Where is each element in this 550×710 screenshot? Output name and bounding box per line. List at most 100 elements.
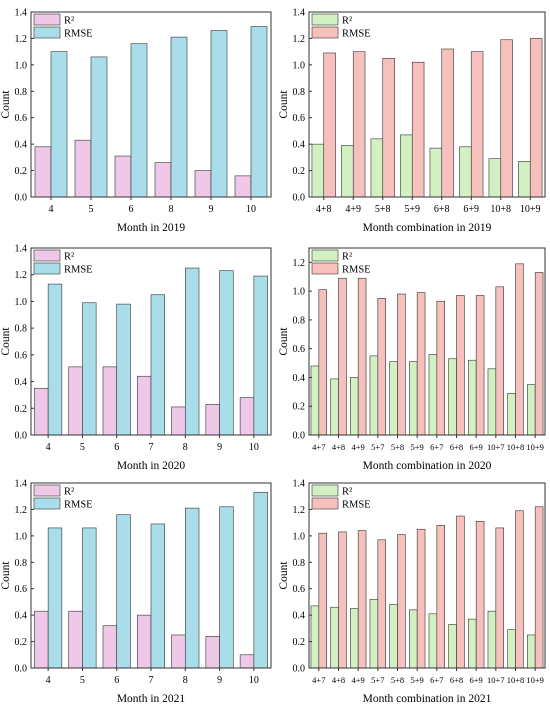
x-axis-title: Month combination in 2021 [363, 693, 492, 705]
x-tick-label: 10+8 [490, 204, 511, 215]
x-axis-title: Month in 2021 [117, 693, 186, 705]
x-tick-label: 10 [246, 204, 256, 215]
x-tick-label: 10+8 [507, 442, 525, 452]
x-tick-label: 6+9 [470, 675, 483, 685]
bar-r2-4 [369, 598, 379, 669]
bar-r2-2 [341, 145, 354, 198]
bar-rmse-3 [116, 514, 131, 669]
y-tick-label: 0.0 [15, 193, 28, 204]
bar-r2-6 [205, 403, 220, 436]
y-tick-label: 1.4 [15, 244, 28, 255]
bar-rmse-4 [150, 294, 166, 436]
y-tick-label: 0.2 [15, 166, 28, 177]
bar-rmse-1 [323, 52, 336, 198]
chart-panel-4: 0.0 0.2 0.4 0.6 0.8 1.0 1.2 4+7 4+8 4+9 5+7 5+8 5+9 6… [278, 247, 546, 472]
y-tick-label: 0.6 [15, 584, 28, 595]
plot-frame [308, 482, 546, 669]
bar-r2-1 [34, 146, 52, 198]
bar-r2-8 [448, 624, 457, 669]
bar-rmse-12 [534, 272, 544, 436]
x-tick-label: 7 [149, 675, 154, 686]
bar-r2-10 [487, 610, 497, 669]
legend-swatch [311, 262, 339, 275]
bar-rmse-7 [436, 300, 445, 436]
bar-r2-3 [349, 377, 359, 436]
bar-r2-1 [34, 610, 49, 669]
bar-rmse-6 [416, 528, 426, 669]
y-tick-label: 0.4 [15, 377, 28, 388]
y-tick-label: 0.2 [293, 637, 306, 648]
y-tick-label: 1.2 [15, 505, 28, 516]
y-tick-label: 0.2 [293, 166, 306, 177]
chart-panel-5: 0.0 0.2 0.4 0.6 0.8 1.0 1.2 1.4 4 5 6 7 8 9 10 Month in… [0, 479, 272, 705]
bar-rmse-6 [219, 506, 234, 669]
y-tick-label: 0.8 [293, 315, 306, 326]
y-tick-label: 0.4 [293, 611, 306, 622]
bar-rmse-7 [436, 524, 445, 669]
bar-rmse-2 [82, 302, 97, 436]
x-tick-label: 4+9 [345, 204, 361, 215]
y-tick-label: 0.6 [15, 113, 28, 124]
bar-r2-10 [487, 368, 497, 436]
legend: R² RMSE [311, 249, 371, 276]
x-tick-label: 6+8 [450, 675, 463, 685]
x-tick-label: 6 [114, 442, 119, 453]
bar-rmse-5 [184, 507, 200, 669]
legend-label: R² [64, 252, 74, 263]
bar-rmse-8 [456, 515, 465, 669]
x-tick-label: 6+8 [450, 442, 463, 452]
y-tick-label: 0.0 [293, 193, 306, 204]
bar-r2-8 [518, 161, 531, 198]
bar-rmse-3 [116, 303, 131, 436]
bar-r2-1 [310, 365, 320, 436]
bar-r2-7 [239, 654, 255, 669]
y-tick-label: 0.6 [293, 344, 306, 355]
bar-r2-6 [408, 361, 418, 436]
legend-swatch [33, 262, 61, 275]
bar-rmse-9 [475, 295, 485, 436]
x-tick-label: 5+8 [391, 675, 404, 685]
bar-r2-8 [448, 358, 457, 436]
bar-rmse-10 [495, 527, 504, 669]
legend-swatch [311, 484, 339, 497]
x-tick-label: 10+7 [487, 675, 505, 685]
chart-panel-3: 0.0 0.2 0.4 0.6 0.8 1.0 1.2 1.4 4 5 6 7 8 9 10 Month in… [0, 244, 272, 472]
bar-r2-7 [428, 354, 438, 436]
bar-rmse-1 [318, 289, 327, 436]
x-tick-label: 5+8 [391, 442, 404, 452]
bar-rmse-2 [352, 51, 366, 198]
legend-swatch [311, 26, 339, 39]
bar-r2-4 [369, 355, 379, 436]
y-tick-label: 0.4 [293, 140, 306, 151]
y-tick-label: 1.4 [15, 8, 28, 19]
x-tick-label: 8 [183, 442, 188, 453]
bar-r2-3 [102, 625, 118, 669]
legend-label: RMSE [64, 500, 93, 511]
legend-label: R² [342, 16, 352, 27]
bar-rmse-5 [184, 267, 200, 436]
legend-label: R² [342, 487, 352, 498]
bar-r2-5 [194, 170, 212, 198]
bar-r2-2 [74, 139, 92, 198]
y-tick-label: 1.0 [293, 287, 306, 298]
y-axis-title: Count [0, 561, 12, 590]
bar-r2-7 [488, 158, 502, 198]
bar-rmse-5 [210, 30, 228, 198]
bar-r2-5 [429, 147, 443, 198]
y-tick-label: 0.4 [293, 373, 306, 384]
x-tick-label: 6+8 [434, 204, 450, 215]
x-tick-label: 4+9 [352, 675, 365, 685]
legend-swatch [33, 26, 61, 39]
x-tick-label: 5+7 [371, 442, 384, 452]
y-axis-title: Count [278, 561, 290, 590]
bar-rmse-4 [170, 36, 188, 198]
bar-r2-2 [68, 366, 83, 436]
legend: R² RMSE [33, 13, 93, 40]
bar-r2-9 [467, 359, 477, 436]
bar-r2-2 [330, 378, 339, 436]
bar-rmse-7 [500, 39, 513, 198]
legend-label: RMSE [64, 29, 93, 40]
legend-swatch [33, 13, 61, 26]
bar-rmse-6 [416, 292, 426, 436]
y-tick-label: 0.8 [15, 324, 28, 335]
